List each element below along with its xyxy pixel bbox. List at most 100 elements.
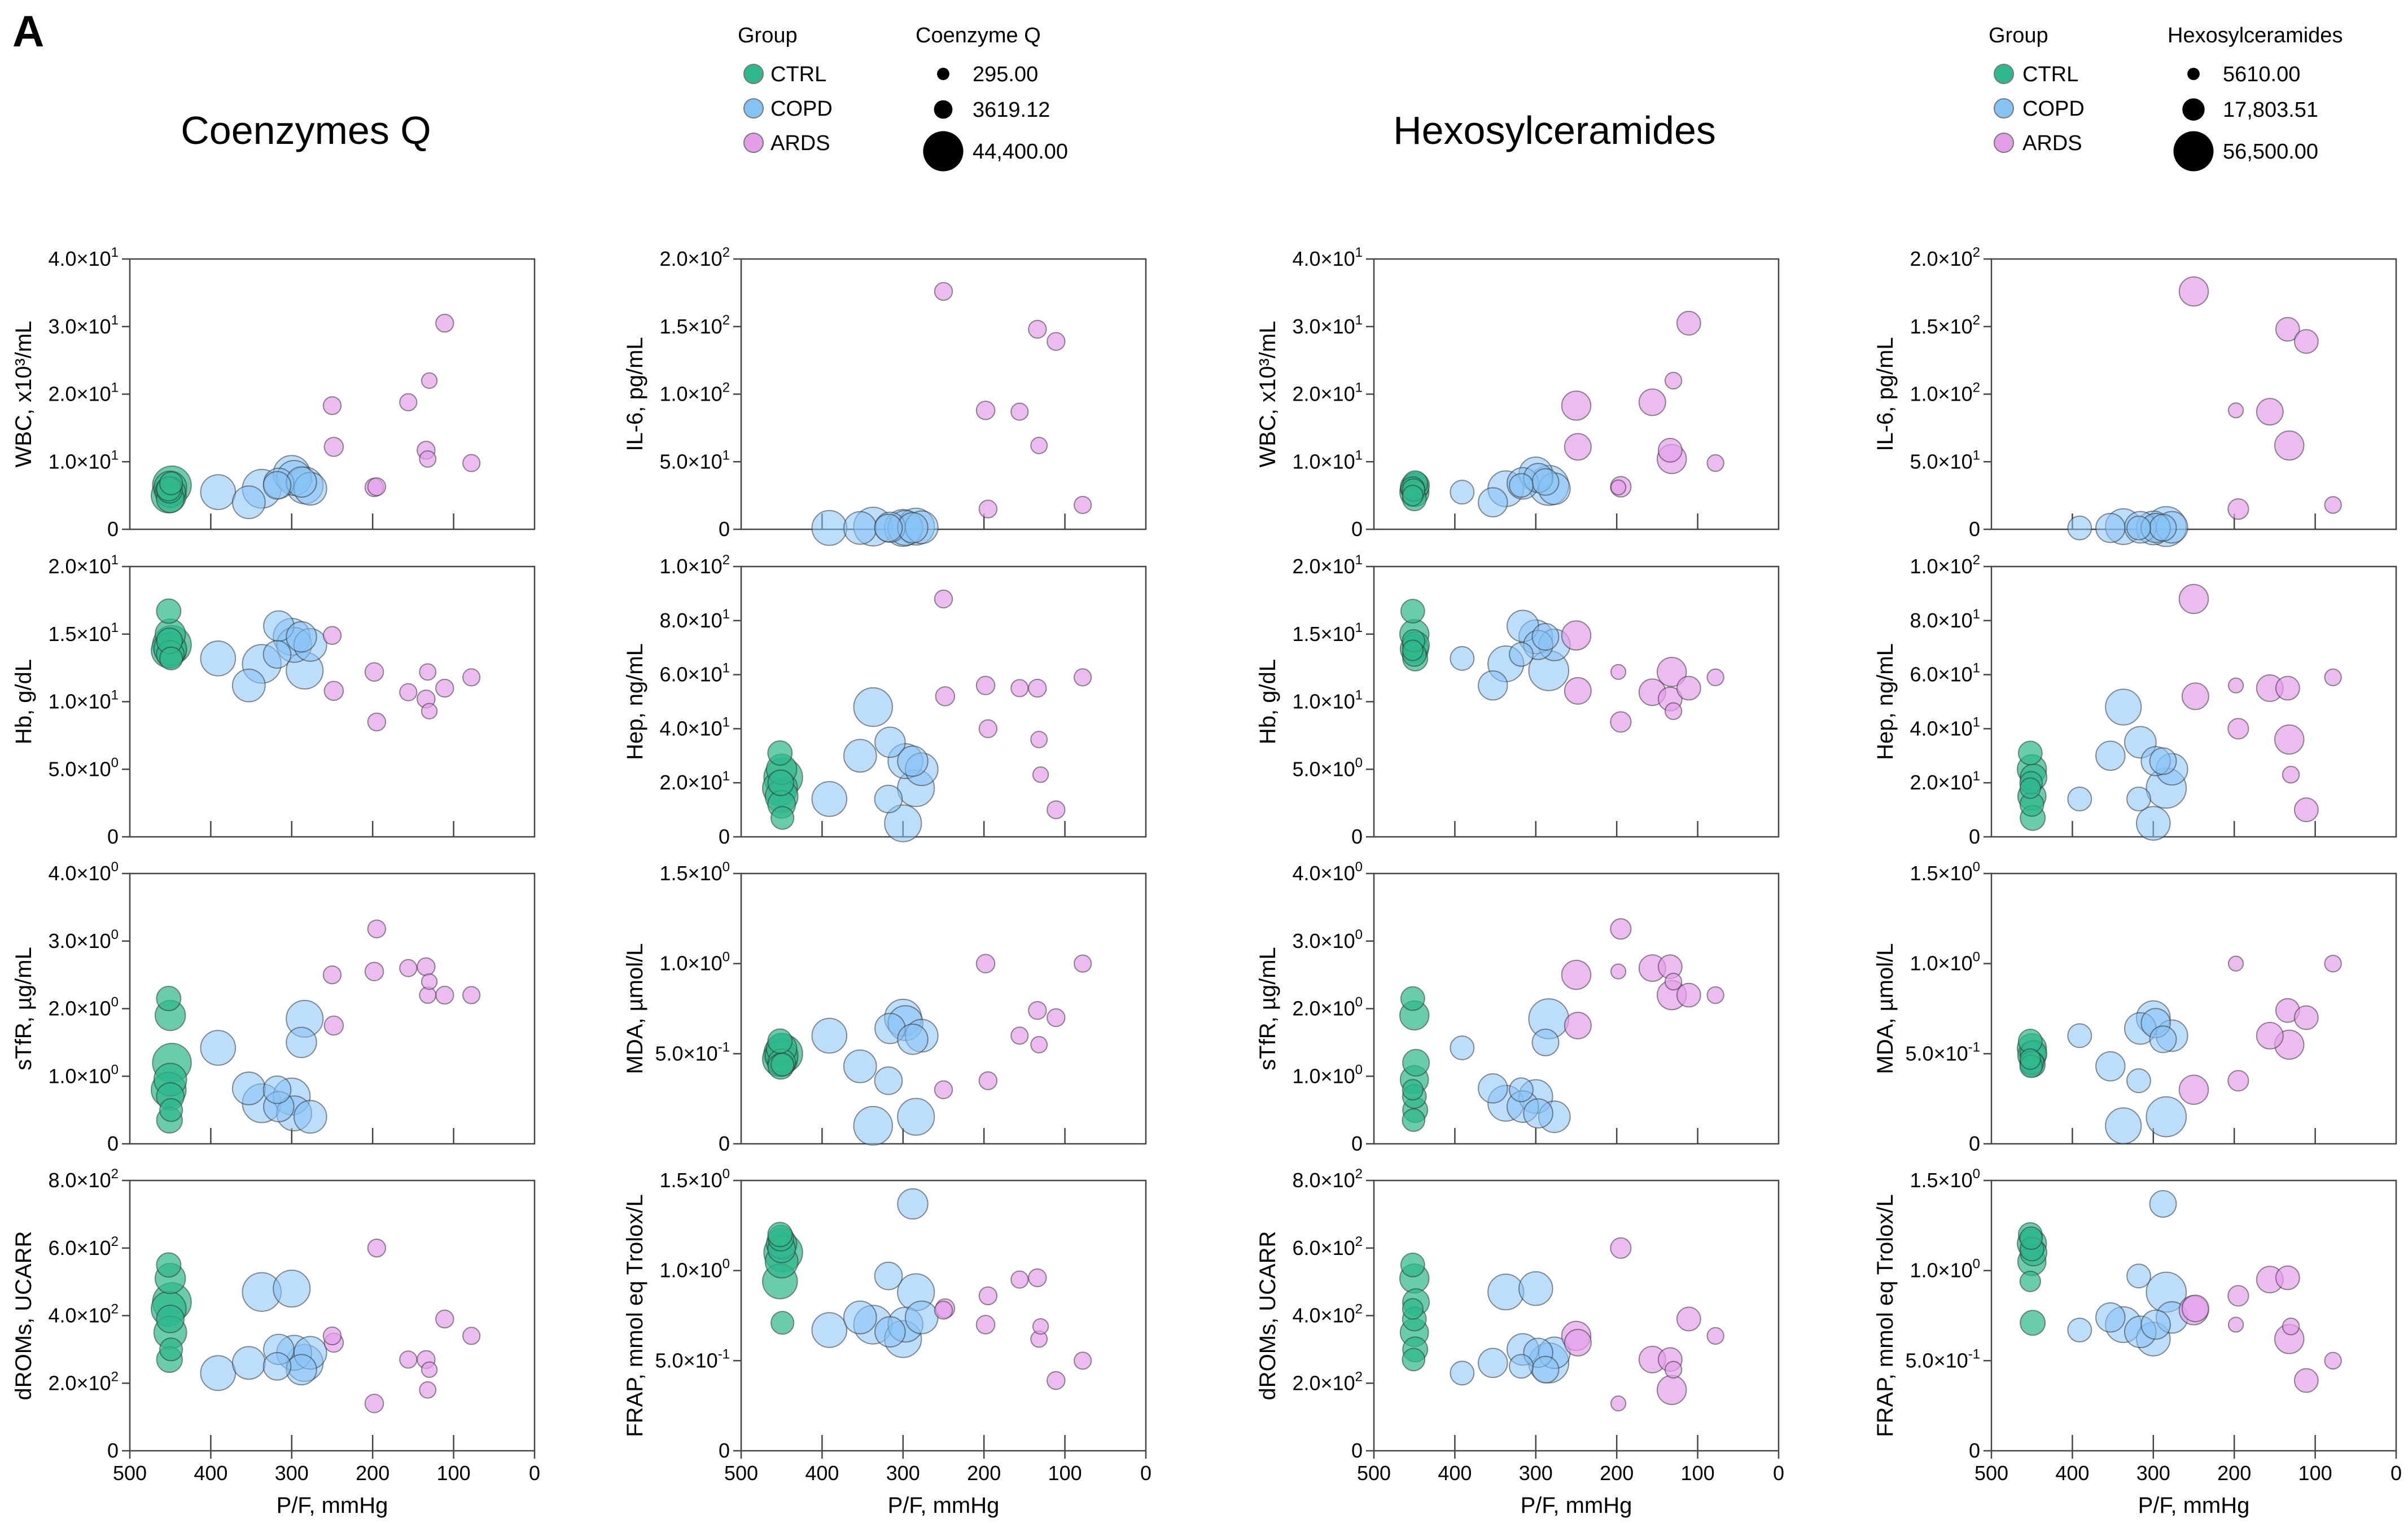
bubble-ards: [1676, 1306, 1701, 1332]
bubble-copd: [1450, 646, 1475, 671]
bubble-ards: [1074, 1351, 1092, 1370]
y-tick-label: 6.0×102: [1293, 1234, 1363, 1259]
bubble-ards: [2227, 498, 2249, 520]
bubble-copd: [1450, 1035, 1475, 1060]
y-tick-label: 6.0×101: [660, 661, 730, 686]
bubble-ards: [435, 985, 454, 1005]
x-tick-label: 500: [724, 1461, 758, 1485]
bubble-copd: [293, 1100, 327, 1134]
y-tick-label: 1.0×101: [49, 688, 119, 713]
bubble-copd: [2149, 747, 2177, 775]
legend-label-copd: COPD: [770, 97, 833, 121]
bubble-ards: [1706, 1327, 1724, 1345]
bubble-ards: [2282, 766, 2300, 784]
bubble-copd: [2067, 1023, 2092, 1048]
y-tick-label: 2.0×101: [1293, 552, 1363, 578]
bubble-ards: [2181, 682, 2209, 710]
y-tick-label: 1.0×102: [1910, 380, 1980, 406]
bubble-copd: [874, 784, 903, 814]
panel-hex-hep: 0 2.0×101 4.0×101 6.0×101 8.0×101 1.0×102 Hep,…: [1873, 552, 2397, 848]
bubble-copd: [2126, 1068, 2151, 1094]
y-tick-label: 5.0×100: [1293, 755, 1363, 780]
bubble-ards: [323, 1015, 344, 1036]
y-tick-label: 1.0×102: [660, 380, 730, 406]
y-tick-label: 8.0×101: [660, 607, 730, 632]
bubble-ctrl: [156, 986, 182, 1012]
plot-frame: [1990, 872, 2397, 1145]
bubble-ctrl: [1400, 599, 1425, 624]
bubble-copd: [200, 1355, 237, 1392]
x-axis-label: P/F, mmHg: [888, 1493, 1000, 1518]
bubble-copd: [1523, 1098, 1553, 1129]
bubble-ards: [462, 1327, 481, 1345]
bubble-copd: [897, 1024, 929, 1055]
panel-coq-mda: 0 5.0×10-1 1.0×100 1.5×100 MDA, µmol/L: [623, 859, 1147, 1155]
legend-size-circle: [2173, 131, 2214, 172]
bubble-ards: [419, 663, 437, 681]
bubble-ards: [462, 668, 481, 687]
y-tick-label: 1.5×100: [660, 1166, 730, 1192]
legend-size-label: 17,803.51: [2223, 98, 2318, 122]
bubble-ards: [2227, 1285, 2249, 1307]
y-tick-label: 0: [1969, 1132, 1980, 1155]
x-tick-label: 200: [2217, 1461, 2251, 1485]
legend-label-ards: ARDS: [770, 131, 830, 155]
y-tick-label: 5.0×101: [660, 447, 730, 473]
bubble-ctrl: [770, 1052, 795, 1077]
bubble-copd: [843, 511, 877, 545]
y-tick-label: 5.0×100: [49, 755, 119, 780]
bubble-ards: [2181, 1294, 2209, 1323]
y-tick-label: 1.0×101: [1293, 447, 1363, 473]
bubble-ards: [1664, 702, 1683, 720]
bubble-ctrl: [159, 1098, 183, 1122]
bubble-copd: [1487, 1273, 1525, 1311]
bubble-ards: [435, 678, 454, 698]
x-tick-label: 200: [356, 1461, 389, 1485]
bubble-ards: [2256, 1021, 2284, 1050]
bubble-ctrl: [767, 1028, 793, 1054]
y-axis-label: FRAP, mmol eq Trolox/L: [623, 1194, 647, 1437]
bubble-copd: [1478, 1073, 1508, 1104]
y-tick-label: 6.0×101: [1910, 661, 1980, 686]
bubble-copd: [897, 745, 929, 777]
y-axis-label: dROMs, UCARR: [11, 1231, 36, 1400]
x-axis-label: P/F, mmHg: [2138, 1493, 2250, 1518]
legend-swatch-ards: [1994, 133, 2014, 153]
y-axis-label: WBC, x10³/mL: [11, 321, 36, 467]
bubble-ctrl: [1400, 986, 1425, 1011]
x-tick-label: 300: [886, 1461, 920, 1485]
panel-hex-hb: 0 5.0×100 1.0×101 1.5×101 2.0×101 Hb, g/dL: [1255, 552, 1780, 848]
y-tick-label: 2.0×102: [1293, 1369, 1363, 1394]
legend-group-title: Group: [738, 24, 798, 47]
bubble-copd: [2105, 688, 2142, 726]
bubble-copd: [874, 1261, 903, 1291]
y-tick-label: 4.0×102: [1293, 1302, 1363, 1327]
bubble-ards: [1074, 668, 1092, 687]
y-tick-label: 5.0×10-1: [1906, 1346, 1980, 1372]
bubble-ards: [435, 1309, 454, 1329]
bubble-ards: [2227, 1316, 2244, 1333]
bubble-copd: [1531, 468, 1560, 496]
y-tick-label: 1.0×100: [660, 950, 730, 975]
y-tick-label: 1.5×100: [1910, 1166, 1980, 1192]
bubble-copd: [200, 640, 237, 677]
bubble-copd: [811, 781, 848, 817]
bubble-copd: [904, 1300, 939, 1335]
legend-size-label: 44,400.00: [973, 140, 1068, 164]
bubble-ards: [1561, 620, 1592, 651]
panel-coq-frap: 0 5.0×10-1 1.0×100 1.5×100 500 400 300 200 100 0 P…: [623, 1166, 1152, 1518]
bubble-ctrl: [767, 769, 794, 796]
bubble-ctrl: [770, 806, 795, 830]
y-tick-label: 0: [1351, 1439, 1363, 1462]
panel-hex-frap: 0 5.0×10-1 1.0×100 1.5×100 500 400 300 200 100 0 P…: [1873, 1166, 2402, 1518]
bubble-ards: [2324, 954, 2342, 973]
panel-hex-il6: 0 5.0×101 1.0×102 1.5×102 2.0×102 IL-6, pg/mL: [1873, 245, 2397, 547]
bubble-ards: [935, 686, 956, 706]
bubble-ards: [462, 986, 481, 1004]
bubble-ards: [1564, 1328, 1592, 1357]
legend-size-label: 5610.00: [2223, 63, 2300, 86]
bubble-ards: [1656, 657, 1687, 687]
bubble-ards: [323, 437, 344, 457]
y-tick-label: 1.5×100: [660, 859, 730, 885]
legend-label-ctrl: CTRL: [2022, 63, 2078, 86]
